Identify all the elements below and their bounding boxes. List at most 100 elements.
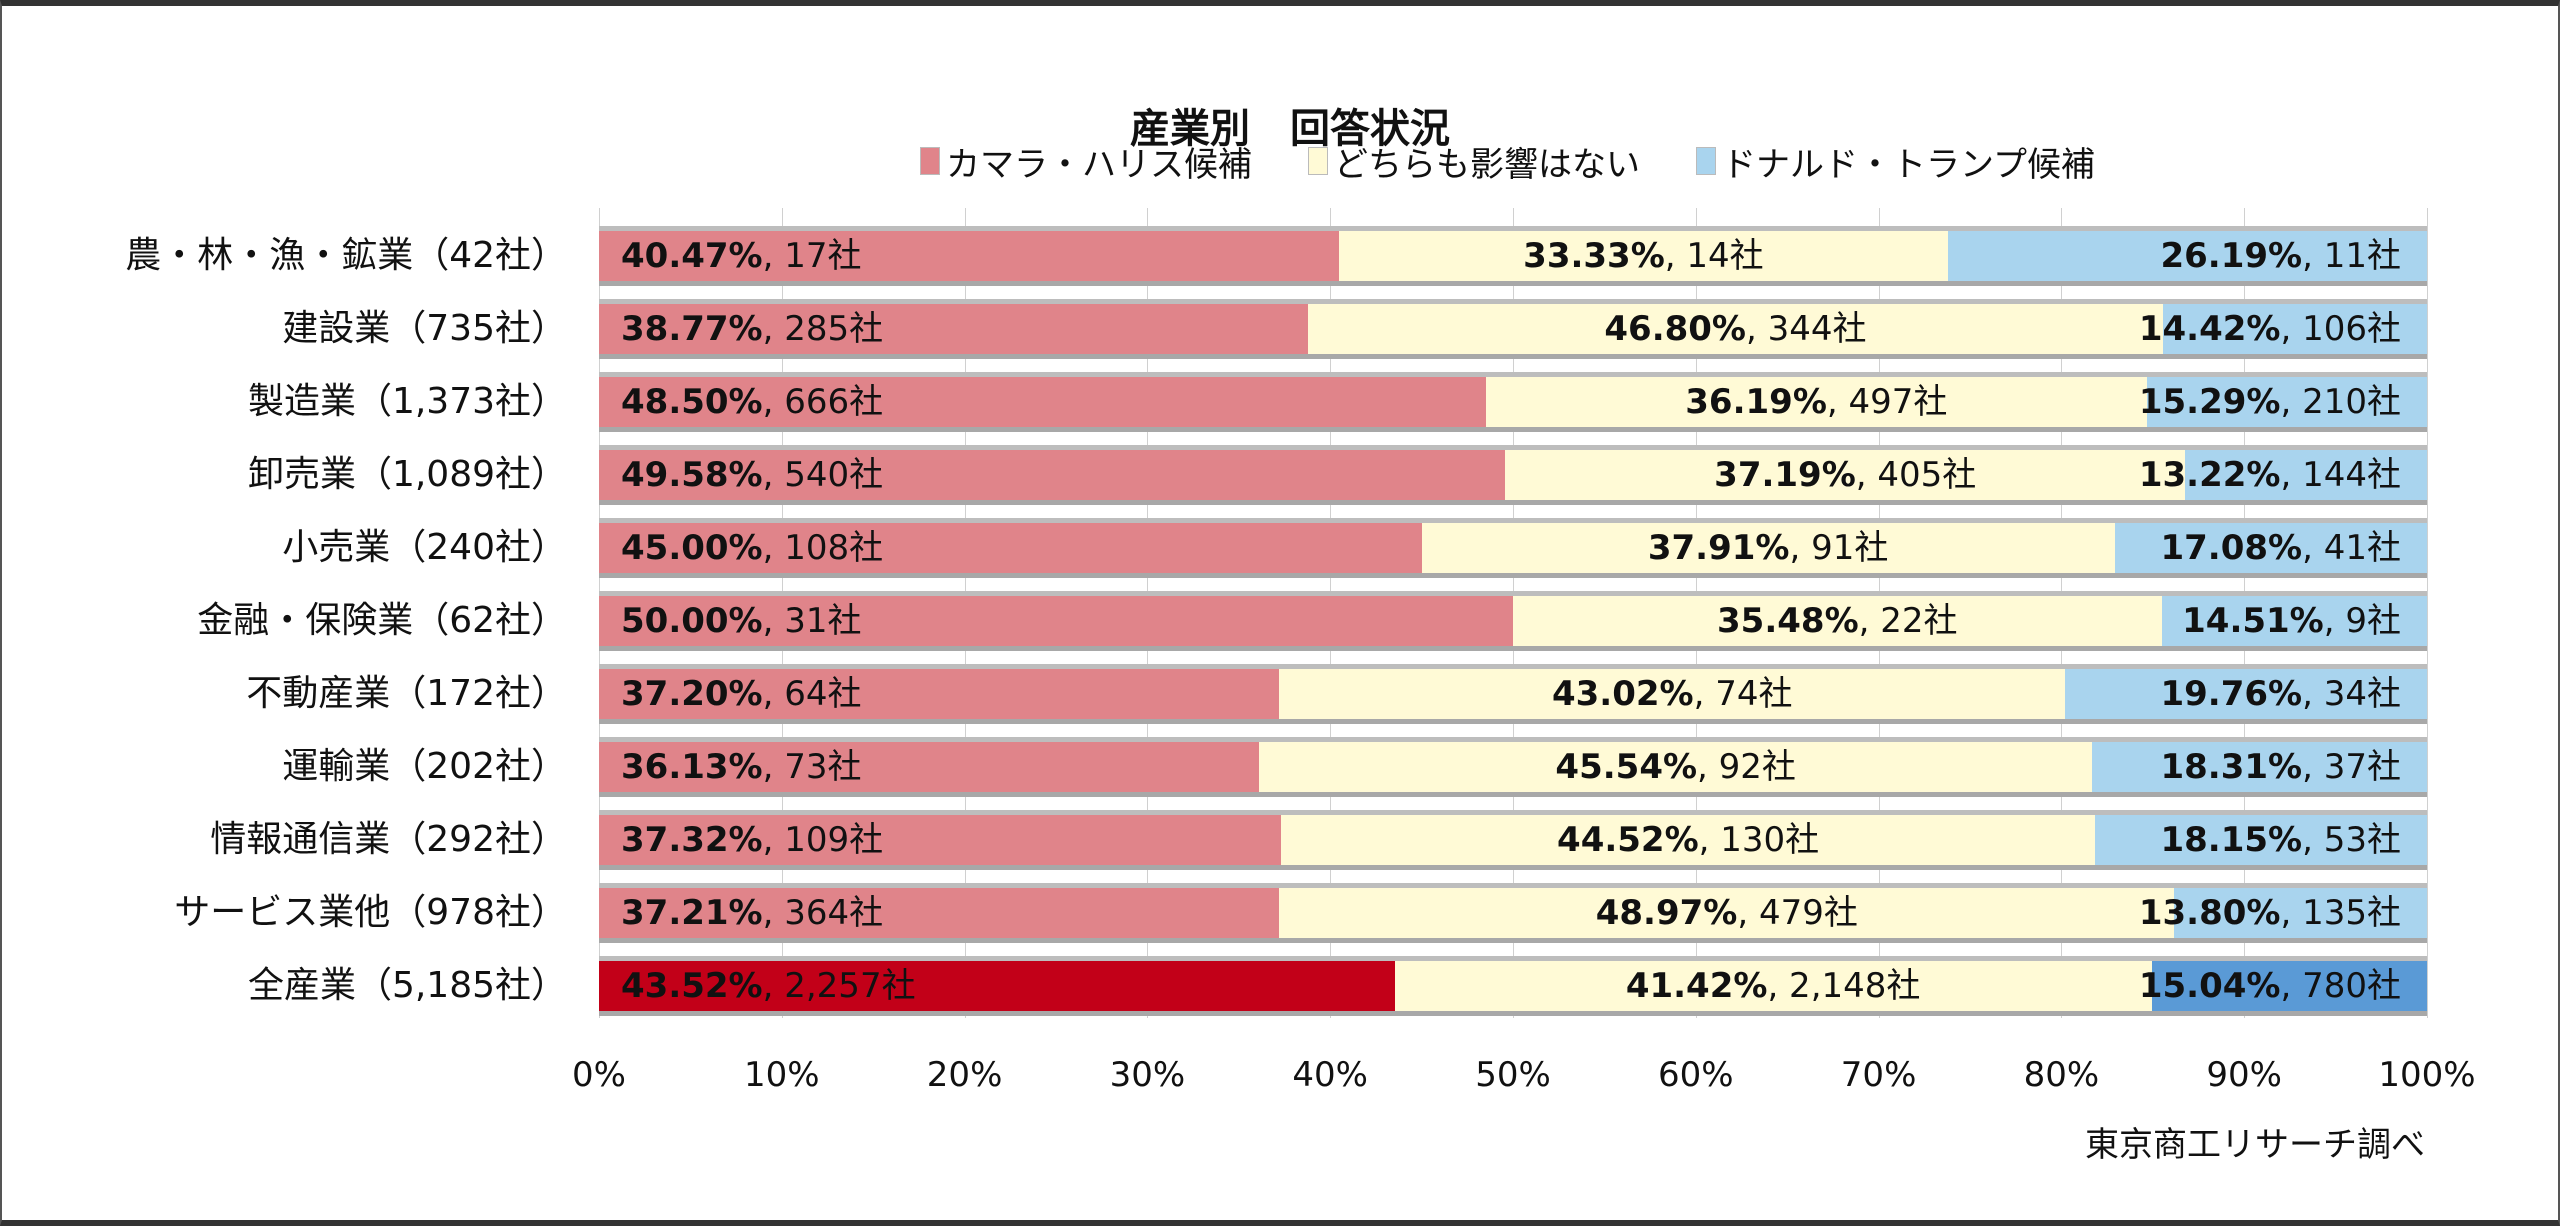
data-label-neutral: 48.97%, 479社 [1596, 888, 1858, 938]
data-label-count: , 780社 [2280, 966, 2401, 1006]
category-label: 建設業（735社） [282, 308, 567, 349]
data-label-neutral: 35.48%, 22社 [1717, 596, 1958, 646]
data-label-count: , 2,257社 [762, 966, 916, 1006]
bar-segment-neutral [1307, 304, 2164, 354]
legend-item-neutral: どちらも影響はない [1308, 137, 1640, 186]
category-label: 不動産業（172社） [246, 673, 567, 714]
data-label-neutral: 44.52%, 130社 [1557, 815, 1819, 865]
data-label-pct: 36.19% [1685, 382, 1827, 422]
category-label: 金融・保険業（62社） [197, 600, 567, 641]
category-label: 小売業（240社） [282, 527, 567, 568]
data-label-pct: 13.80% [2138, 893, 2281, 933]
x-tick-label: 90% [2206, 1055, 2282, 1095]
data-label-count: , 666社 [762, 382, 884, 422]
data-label-harris: 37.20%, 64社 [621, 669, 862, 719]
bar-segment-harris [599, 596, 1513, 646]
data-label-pct: 45.54% [1555, 747, 1698, 787]
bar-segment-harris [599, 377, 1486, 427]
data-label-count: , 405社 [1855, 455, 1977, 495]
data-label-harris: 38.77%, 285社 [621, 304, 883, 354]
data-label-pct: 46.80% [1604, 309, 1747, 349]
data-label-pct: 37.20% [621, 674, 763, 714]
data-label-pct: 13.22% [2138, 455, 2281, 495]
data-label-pct: 18.15% [2160, 820, 2303, 860]
data-label-pct: 15.29% [2138, 382, 2281, 422]
data-label-count: , 135社 [2280, 893, 2401, 933]
data-label-pct: 50.00% [621, 601, 763, 641]
data-label-pct: 26.19% [2160, 236, 2303, 276]
x-tick-label: 50% [1475, 1055, 1551, 1095]
bar-segment-trump [2163, 304, 2427, 354]
bar-segment-neutral [1281, 815, 2096, 865]
bar-segment-harris [599, 523, 1422, 573]
data-label-harris: 37.32%, 109社 [621, 815, 883, 865]
legend-swatch-harris [920, 147, 940, 175]
bar-segment-neutral [1485, 377, 2148, 427]
data-label-count: , 540社 [762, 455, 884, 495]
x-tick-label: 30% [1109, 1055, 1186, 1095]
data-label-trump: 17.08%, 41社 [2160, 523, 2401, 573]
category-label: 運輸業（202社） [282, 746, 567, 787]
data-label-count: , 130社 [1698, 820, 1820, 860]
bar-segment-neutral [1279, 669, 2066, 719]
category-label: 農・林・漁・鉱業（42社） [125, 235, 567, 276]
data-label-count: , 497社 [1826, 382, 1948, 422]
data-label-trump: 14.51%, 9社 [2182, 596, 2401, 646]
data-label-neutral: 43.02%, 74社 [1552, 669, 1793, 719]
x-tick-label: 60% [1658, 1055, 1734, 1095]
x-tick-label: 0% [572, 1055, 626, 1095]
data-label-neutral: 37.19%, 405社 [1714, 450, 1976, 500]
data-label-pct: 19.76% [2160, 674, 2303, 714]
data-label-pct: 36.13% [621, 747, 763, 787]
data-label-count: , 17社 [762, 236, 862, 276]
x-tick-label: 80% [2023, 1055, 2100, 1095]
bar-segment-neutral [1505, 450, 2186, 500]
category-label: 情報通信業（292社） [210, 819, 567, 860]
bar-segment-trump [2065, 669, 2427, 719]
bar-segment-trump [2095, 815, 2427, 865]
bar-segment-harris [599, 304, 1308, 354]
bar-row: 45.00%, 108社 37.91%, 91社 17.08%, 41社 [599, 523, 2427, 573]
data-label-pct: 37.32% [621, 820, 763, 860]
data-label-count: , 108社 [762, 528, 884, 568]
data-label-pct: 37.19% [1714, 455, 1856, 495]
bar-segment-trump [1948, 231, 2427, 281]
bar-segment-harris [599, 669, 1280, 719]
data-label-count: , 479社 [1737, 893, 1858, 933]
data-label-neutral: 37.91%, 91社 [1648, 523, 1889, 573]
data-label-trump: 18.31%, 37社 [2160, 742, 2401, 792]
data-label-trump: 13.22%, 144社 [2139, 450, 2401, 500]
bar-segment-harris [599, 231, 1339, 281]
bar-segment-harris [599, 742, 1260, 792]
data-label-count: , 2,148社 [1767, 966, 1921, 1006]
data-label-pct: 17.08% [2160, 528, 2303, 568]
data-label-harris: 37.21%, 364社 [621, 888, 883, 938]
legend-label: ドナルド・トランプ候補 [1722, 144, 2095, 185]
x-tick-label: 20% [926, 1055, 1003, 1095]
data-label-trump: 15.29%, 210社 [2139, 377, 2401, 427]
bar-row: 49.58%, 540社 37.19%, 405社 13.22%, 144社 [599, 450, 2427, 500]
data-label-pct: 14.51% [2182, 601, 2324, 641]
data-label-count: , 22社 [1858, 601, 1958, 641]
data-label-pct: 14.42% [2138, 309, 2281, 349]
data-label-harris: 40.47%, 17社 [621, 231, 862, 281]
data-label-count: , 64社 [762, 674, 862, 714]
category-label: 全産業（5,185社） [247, 965, 567, 1006]
data-label-harris: 36.13%, 73社 [621, 742, 862, 792]
legend-swatch-trump [1696, 147, 1716, 175]
bar-segment-harris [599, 961, 1395, 1011]
data-label-pct: 38.77% [621, 309, 763, 349]
legend-item-harris: カマラ・ハリス候補 [920, 137, 1252, 186]
data-label-pct: 35.48% [1717, 601, 1859, 641]
data-label-count: , 92社 [1697, 747, 1796, 787]
data-label-pct: 33.33% [1523, 236, 1665, 276]
category-label: 卸売業（1,089社） [247, 454, 567, 495]
data-label-neutral: 33.33%, 14社 [1523, 231, 1764, 281]
data-label-count: , 91社 [1789, 528, 1889, 568]
data-label-pct: 40.47% [621, 236, 763, 276]
data-label-pct: 41.42% [1625, 966, 1768, 1006]
data-label-count: , 53社 [2302, 820, 2401, 860]
data-label-pct: 43.02% [1551, 674, 1694, 714]
bar-row: 36.13%, 73社 45.54%, 92社 18.31%, 37社 [599, 742, 2427, 792]
data-label-count: , 144社 [2280, 455, 2401, 495]
